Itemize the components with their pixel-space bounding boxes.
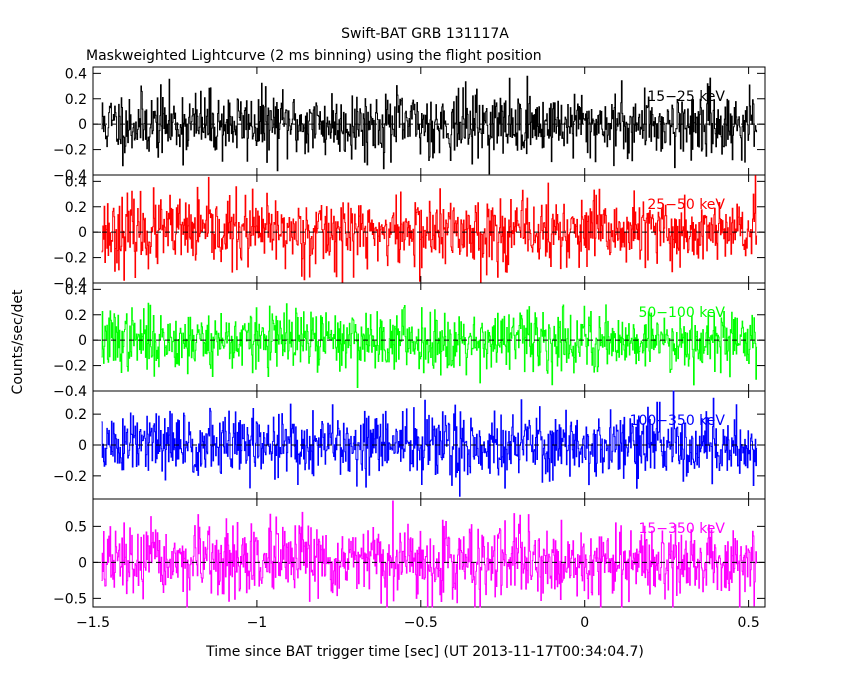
panel-label-4: 15−350 keV bbox=[638, 521, 725, 537]
panel-label-3: 100−350 keV bbox=[630, 413, 726, 429]
y-tick-label-1-1: −0.2 bbox=[53, 251, 87, 267]
y-tick-label-2-2: 0 bbox=[78, 333, 87, 349]
panel-frame-4 bbox=[92, 498, 766, 608]
y-tick-label-0-3: 0.2 bbox=[65, 92, 87, 108]
y-tick-label-3-1: 0 bbox=[78, 438, 87, 454]
y-axis-label: Counts/sec/det bbox=[10, 289, 26, 394]
chart-title: Swift-BAT GRB 131117A bbox=[341, 26, 509, 42]
y-tick-label-4-1: 0 bbox=[78, 555, 87, 571]
y-tick-label-2-1: −0.2 bbox=[53, 359, 87, 375]
y-tick-label-1-3: 0.2 bbox=[65, 200, 87, 216]
y-tick-label-2-0: −0.4 bbox=[53, 384, 87, 400]
chart-subtitle: Maskweighted Lightcurve (2 ms binning) u… bbox=[86, 48, 542, 64]
series-line-0 bbox=[101, 75, 758, 175]
y-tick-label-4-2: 0.5 bbox=[65, 519, 87, 535]
x-axis-label: Time since BAT trigger time [sec] (UT 20… bbox=[205, 644, 644, 660]
x-tick-label-3: 0 bbox=[580, 615, 589, 631]
series-line-1 bbox=[101, 175, 758, 284]
y-tick-label-3-2: 0.2 bbox=[65, 407, 87, 423]
x-tick-label-2: −0.5 bbox=[404, 615, 438, 631]
x-tick-label-1: −1 bbox=[247, 615, 268, 631]
x-tick-label-0: −1.5 bbox=[76, 615, 110, 631]
y-tick-label-2-4: 0.4 bbox=[65, 282, 87, 298]
panel-label-1: 25−50 keV bbox=[647, 197, 725, 213]
y-tick-label-2-3: 0.2 bbox=[65, 308, 87, 324]
x-tick-label-4: 0.5 bbox=[737, 615, 759, 631]
panels-group: −0.4 −0.2 0 0.2 0.4 15−25 keV −0.4 −0.2 0 0.2 0.4 2… bbox=[53, 66, 766, 631]
panel-label-2: 50−100 keV bbox=[638, 305, 725, 321]
y-tick-label-0-2: 0 bbox=[78, 117, 87, 133]
y-tick-label-0-0: −0.4 bbox=[53, 168, 87, 184]
y-tick-label-0-4: 0.4 bbox=[65, 66, 87, 82]
series-line-4 bbox=[101, 500, 758, 608]
series-line-3 bbox=[101, 390, 758, 497]
y-tick-label-3-0: −0.2 bbox=[53, 469, 87, 485]
panel-label-0: 15−25 keV bbox=[647, 89, 725, 105]
y-tick-label-1-4: 0.4 bbox=[65, 174, 87, 190]
series-line-2 bbox=[101, 302, 758, 388]
y-tick-label-1-2: 0 bbox=[78, 225, 87, 241]
y-tick-label-0-1: −0.2 bbox=[53, 143, 87, 159]
y-tick-label-4-0: −0.5 bbox=[53, 591, 87, 607]
y-tick-label-1-0: −0.4 bbox=[53, 276, 87, 292]
